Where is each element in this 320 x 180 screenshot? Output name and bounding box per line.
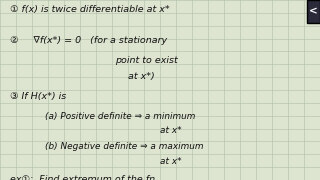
Text: ②     ∇f(x*) = 0   (for a stationary: ② ∇f(x*) = 0 (for a stationary (10, 36, 167, 45)
Text: ① f(x) is twice differentiable at x*: ① f(x) is twice differentiable at x* (10, 5, 169, 14)
Text: (b) Negative definite ⇒ a maximum: (b) Negative definite ⇒ a maximum (45, 142, 203, 151)
Text: (a) Positive definite ⇒ a minimum: (a) Positive definite ⇒ a minimum (45, 112, 195, 121)
Text: <: < (308, 6, 317, 16)
FancyBboxPatch shape (307, 0, 320, 22)
Text: at x*: at x* (160, 126, 182, 135)
Text: point to exist: point to exist (115, 56, 178, 65)
Text: ③ If H(x*) is: ③ If H(x*) is (10, 92, 66, 101)
Text: at x*): at x*) (128, 72, 155, 81)
Text: ex①:  Find extremum of the fn: ex①: Find extremum of the fn (10, 175, 155, 180)
Text: at x*: at x* (160, 157, 182, 166)
